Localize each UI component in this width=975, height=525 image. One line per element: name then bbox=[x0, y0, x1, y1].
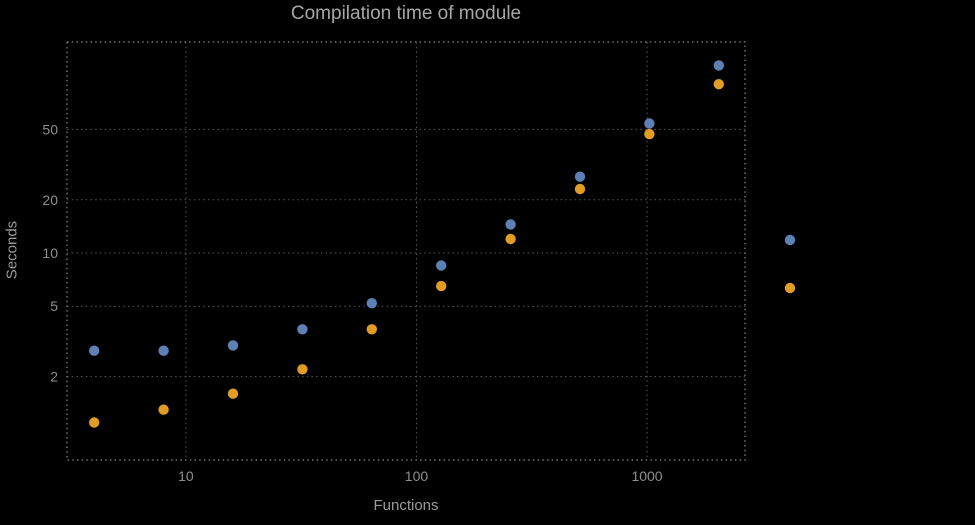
data-point-orange bbox=[436, 280, 447, 292]
data-point-orange bbox=[713, 79, 724, 90]
x-tick-label: 100 bbox=[405, 468, 429, 484]
data-point-blue bbox=[644, 118, 655, 129]
data-point-orange bbox=[644, 128, 655, 140]
data-point-blue bbox=[158, 345, 169, 356]
data-point-orange bbox=[227, 388, 239, 399]
x-axis-label: Functions bbox=[373, 497, 439, 514]
data-point-orange bbox=[89, 417, 100, 428]
y-tick-label: 10 bbox=[42, 245, 58, 261]
data-point-orange bbox=[366, 324, 377, 335]
data-point-blue bbox=[89, 345, 100, 356]
data-point-orange bbox=[158, 404, 169, 415]
data-point-blue bbox=[436, 260, 447, 271]
data-point-blue bbox=[505, 219, 516, 230]
data-point-orange bbox=[505, 233, 516, 245]
y-tick-label: 20 bbox=[42, 192, 58, 208]
x-tick-label: 1000 bbox=[631, 468, 662, 484]
chart-title: Compilation time of module bbox=[290, 3, 522, 24]
y-tick-label: 5 bbox=[50, 298, 58, 314]
data-point-orange bbox=[297, 364, 308, 375]
legend-marker-blue bbox=[784, 234, 796, 246]
data-point-blue bbox=[574, 171, 586, 182]
x-tick-label: 10 bbox=[178, 468, 194, 484]
y-axis-label: Seconds bbox=[3, 220, 21, 280]
plot-frame bbox=[66, 41, 746, 461]
legend-marker-orange bbox=[784, 282, 796, 294]
data-point-blue bbox=[366, 298, 377, 309]
data-point-orange bbox=[574, 183, 586, 195]
y-tick-label: 2 bbox=[50, 369, 58, 385]
data-point-blue bbox=[713, 60, 724, 71]
data-point-blue bbox=[297, 324, 308, 335]
y-tick-label: 50 bbox=[42, 121, 58, 137]
data-point-blue bbox=[227, 340, 239, 351]
